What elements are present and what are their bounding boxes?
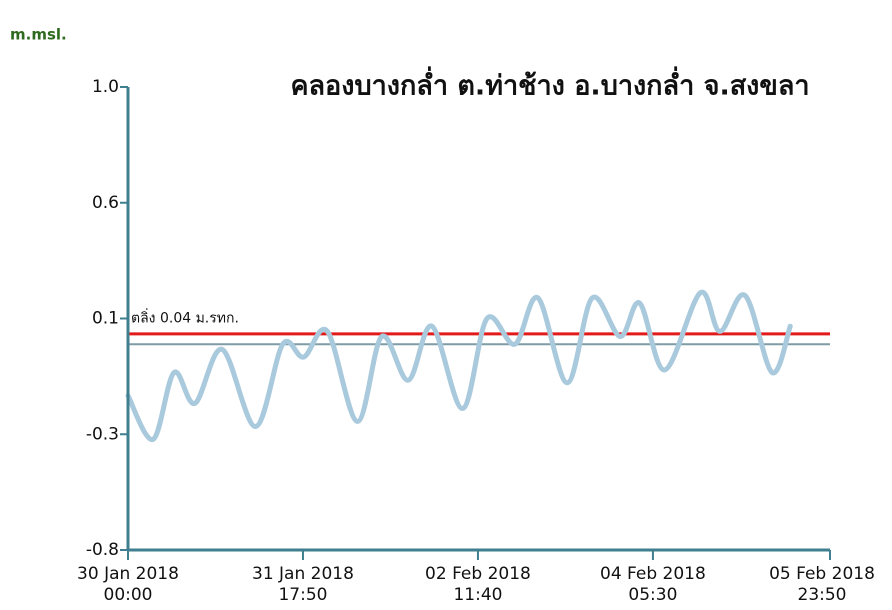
- x-tick-label: 30 Jan 2018 00:00: [77, 564, 179, 605]
- y-tick-label: 1.0: [92, 77, 119, 97]
- x-tick-label: 02 Feb 2018 11:40: [425, 564, 531, 605]
- water-level-line: [125, 290, 793, 442]
- y-tick-label: -0.3: [86, 424, 119, 444]
- chart-title: คลองบางกล่ำ ต.ท่าช้าง อ.บางกล่ำ จ.สงขลา: [290, 66, 809, 102]
- x-tick-label: 31 Jan 2018 17:50: [252, 564, 354, 605]
- x-tick-label: 05 Feb 2018 23:50: [769, 564, 875, 605]
- y-tick-label: 0.1: [92, 309, 119, 329]
- x-tick-label: 04 Feb 2018 05:30: [600, 564, 706, 605]
- y-axis-label: m.msl.: [10, 26, 67, 44]
- reference-label: ตลิ่ง 0.04 ม.รทก.: [131, 309, 239, 327]
- y-tick-label: -0.8: [86, 540, 119, 560]
- y-tick-label: 0.6: [92, 193, 119, 213]
